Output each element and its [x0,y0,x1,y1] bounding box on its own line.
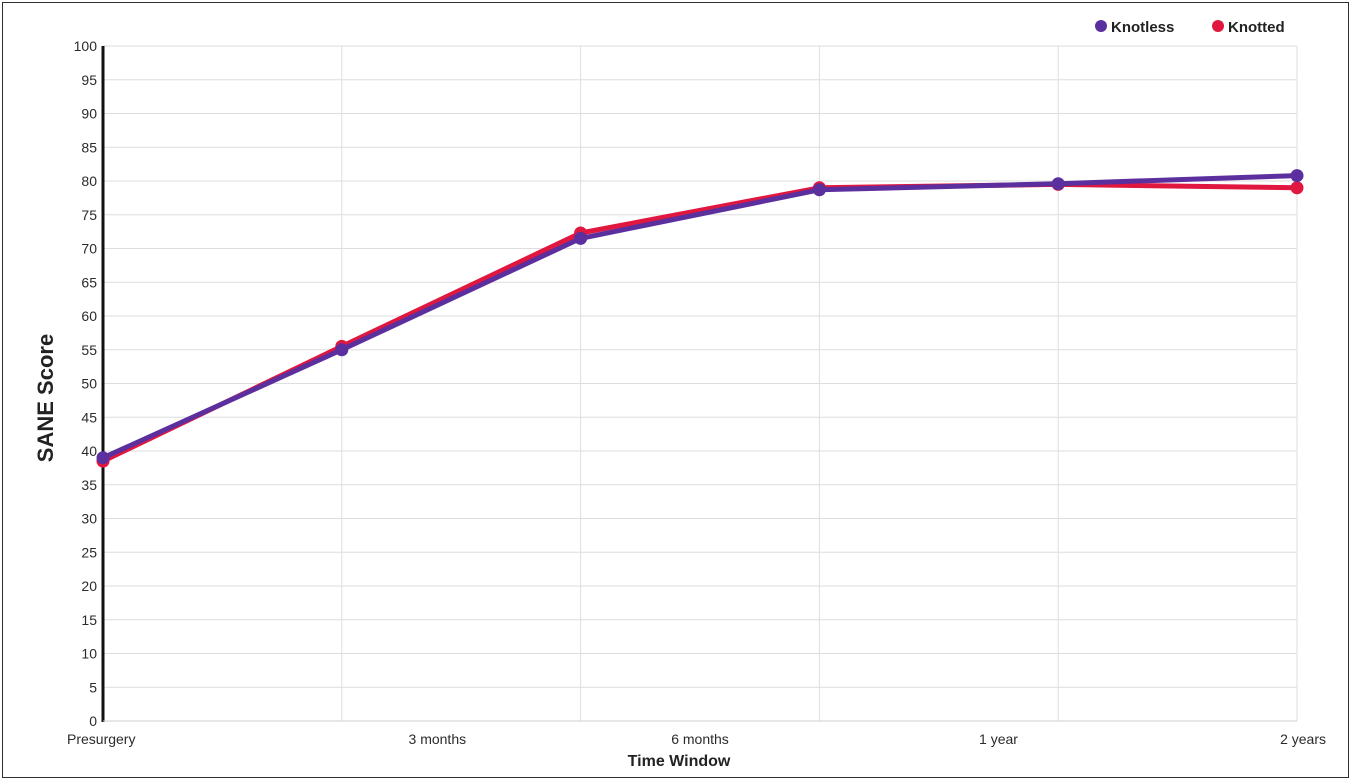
series-knotted [96,177,1304,468]
data-point-knotless-5 [1290,169,1304,183]
legend-marker-knotted [1212,20,1224,32]
x-tick-label-presurgery: Presurgery [67,731,135,747]
data-point-knotted-5 [1290,181,1304,195]
y-tick-label-95: 95 [81,72,97,88]
y-tick-label-45: 45 [81,409,97,425]
y-tick-label-20: 20 [81,578,97,594]
y-axis-title: SANE Score [33,334,58,462]
y-tick-label-55: 55 [81,342,97,358]
data-point-knotless-1 [335,343,349,357]
x-axis-title: Time Window [628,753,731,770]
tick-labels: 0 5 10 15 20 25 30 35 40 45 50 55 60 65 70 75 80 85 90 95 10… [67,38,1326,747]
axes [101,46,1297,722]
y-tick-label-5: 5 [89,679,97,695]
y-tick-label-0: 0 [89,713,97,729]
x-tick-label-2-years: 2 years [1280,731,1326,747]
legend: Knotless Knotted [1095,19,1285,36]
legend-marker-knotless [1095,20,1107,32]
y-tick-label-75: 75 [81,207,97,223]
y-tick-label-65: 65 [81,274,97,290]
series-lines [96,169,1304,468]
series-line-knotted [100,181,1300,464]
y-tick-label-70: 70 [81,241,97,257]
legend-item-knotless[interactable]: Knotless [1095,19,1174,36]
legend-label-knotted: Knotted [1228,19,1285,36]
y-tick-label-60: 60 [81,308,97,324]
y-tick-label-90: 90 [81,106,97,122]
y-tick-label-35: 35 [81,477,97,493]
series-knotless [96,169,1304,465]
x-tick-label-6-months: 6 months [671,731,729,747]
y-tick-label-10: 10 [81,646,97,662]
grid [103,45,1298,721]
line-chart: 0 5 10 15 20 25 30 35 40 45 50 55 60 65 70 75 80 85 90 95 10… [33,19,1326,770]
data-point-knotless-4 [1051,177,1065,191]
series-line-knotless [100,173,1300,461]
y-tick-label-15: 15 [81,612,97,628]
y-tick-label-80: 80 [81,173,97,189]
x-tick-label-3-months: 3 months [409,731,467,747]
y-tick-label-40: 40 [81,443,97,459]
y-tick-label-85: 85 [81,139,97,155]
y-tick-label-30: 30 [81,511,97,527]
legend-label-knotless: Knotless [1111,19,1174,36]
x-tick-label-1-year: 1 year [979,731,1018,747]
data-point-knotless-3 [812,183,826,197]
legend-item-knotted[interactable]: Knotted [1212,19,1285,36]
y-tick-label-100: 100 [74,38,98,54]
y-tick-label-25: 25 [81,544,97,560]
y-tick-label-50: 50 [81,376,97,392]
data-point-knotless-0 [96,451,110,465]
data-point-knotless-2 [574,231,588,245]
